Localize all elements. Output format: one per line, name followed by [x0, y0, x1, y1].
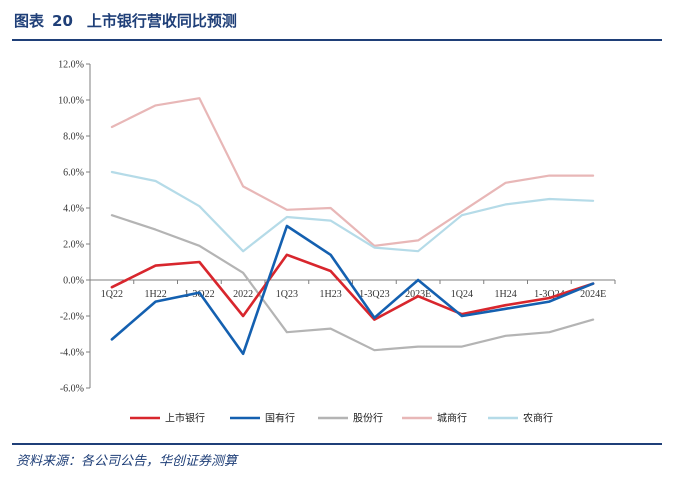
legend-item: 农商行 [488, 412, 553, 425]
legend-label: 股份行 [353, 412, 383, 425]
y-tick-label: -4.0% [60, 348, 84, 359]
series-line-1 [110, 253, 595, 321]
x-tick-label: 2023E [405, 289, 431, 300]
legend-item: 上市银行 [130, 412, 205, 425]
y-tick-label: 0.0% [63, 276, 84, 287]
legend-item: 国有行 [230, 412, 295, 425]
x-tick-label: 1Q23 [276, 289, 298, 300]
series-line-5 [110, 170, 595, 253]
legend-label: 上市银行 [165, 412, 205, 425]
figure-label: 图表 [14, 12, 45, 30]
legend-label: 农商行 [523, 412, 553, 425]
series-lines [110, 97, 595, 356]
figure-header: 图表 20 上市银行营收同比预测 [0, 0, 676, 40]
series-line-2 [110, 224, 595, 356]
y-tick-label: 6.0% [63, 168, 84, 179]
y-tick-label: -6.0% [60, 384, 84, 395]
figure-number: 20 [52, 12, 73, 30]
y-tick-label: 2.0% [63, 240, 84, 251]
y-tick-label: 8.0% [63, 132, 84, 143]
legend-item: 城商行 [402, 412, 467, 425]
y-tick-label: 10.0% [58, 96, 84, 107]
y-tick-label: 4.0% [63, 204, 84, 215]
x-tick-label: 2022 [233, 289, 253, 300]
top-rule [12, 39, 662, 41]
source-note: 资料来源：各公司公告，华创证券测算 [16, 454, 238, 469]
legend-label: 城商行 [437, 412, 467, 425]
y-axis: -6.0% -4.0% -2.0% 0.0% 2.0% 4.0% 6.0% 8.0% 10.0%… [58, 60, 91, 395]
y-tick-label: -2.0% [60, 312, 84, 323]
figure-title-text: 上市银行营收同比预测 [86, 12, 237, 30]
x-tick-label: 1H23 [320, 289, 342, 300]
x-tick-label: 1H22 [145, 289, 167, 300]
x-tick-label: 1Q24 [451, 289, 473, 300]
x-tick-label: 2024E [580, 289, 606, 300]
legend-item: 股份行 [318, 412, 383, 425]
x-tick-label: 1Q22 [101, 289, 123, 300]
x-tick-label: 1-3Q24 [534, 289, 565, 300]
bottom-rule [12, 443, 662, 445]
y-tick-label: 12.0% [58, 60, 84, 71]
figure-title: 图表 20 上市银行营收同比预测 [14, 10, 237, 31]
x-tick-label: 1-3Q23 [359, 289, 390, 300]
x-tick-label: 1H24 [495, 289, 517, 300]
series-line-3 [110, 214, 595, 352]
legend-label: 国有行 [265, 412, 295, 425]
legend: 上市银行 国有行 股份行 城商行 农商行 [130, 412, 553, 425]
series-line-4 [110, 97, 595, 247]
